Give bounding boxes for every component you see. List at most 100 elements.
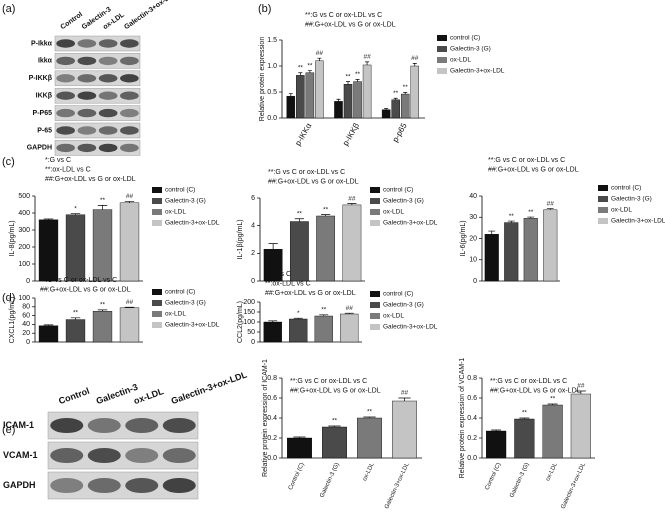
legend-label: Galectin-3+ox-LDL bbox=[383, 324, 438, 331]
blot-band bbox=[125, 447, 159, 464]
blot-band bbox=[98, 74, 118, 83]
legend-swatch bbox=[152, 289, 162, 295]
error-bar bbox=[43, 218, 54, 220]
error-bar bbox=[393, 97, 398, 100]
bar bbox=[92, 311, 113, 343]
y-tick-label: 400 bbox=[18, 210, 30, 217]
error-bar bbox=[398, 397, 411, 401]
error-bar bbox=[355, 79, 360, 82]
error-bar bbox=[412, 63, 417, 66]
bar bbox=[362, 64, 372, 119]
error-bar bbox=[365, 61, 370, 65]
y-tick-label: 100 bbox=[18, 261, 30, 268]
significance-label: ## bbox=[577, 383, 585, 390]
note: **:G vs C or ox-LDL vs C bbox=[490, 378, 567, 385]
legend-swatch bbox=[598, 196, 608, 202]
error-bar bbox=[347, 203, 357, 205]
bar bbox=[286, 95, 296, 119]
legend-swatch bbox=[152, 311, 162, 317]
y-tick-label: 500 bbox=[18, 193, 30, 200]
bar bbox=[296, 75, 305, 119]
blot-band bbox=[77, 91, 97, 100]
blot-band bbox=[125, 417, 159, 434]
note: ##:G+ox-LDL vs G or ox-LDL bbox=[290, 387, 381, 394]
y-tick-label: 200 bbox=[18, 244, 30, 251]
bar bbox=[65, 214, 86, 282]
error-bar bbox=[344, 312, 354, 314]
blot-strip bbox=[54, 70, 141, 87]
legend-swatch bbox=[370, 324, 380, 330]
blot-band bbox=[50, 447, 84, 464]
note: ##:G+ox-LDL vs G or ox-LDL bbox=[45, 176, 136, 183]
blot-band bbox=[162, 447, 196, 464]
y-axis-label: CCL2(pg/mL) bbox=[237, 301, 244, 343]
note: ##:G+ox-LDL vs G or ox-LDL bbox=[265, 290, 356, 297]
y-tick-label: 2 bbox=[251, 250, 255, 257]
blot-band bbox=[77, 39, 97, 48]
y-tick-label: 0.0 bbox=[267, 455, 277, 462]
error-bar bbox=[575, 390, 586, 394]
bar bbox=[504, 222, 519, 282]
legend-swatch bbox=[437, 35, 447, 41]
bar bbox=[263, 321, 282, 343]
blot-band bbox=[87, 477, 121, 494]
error-bar bbox=[70, 213, 81, 215]
bar bbox=[314, 315, 333, 343]
bar bbox=[305, 72, 315, 119]
error-bar bbox=[319, 314, 329, 316]
blot-band bbox=[87, 417, 121, 434]
x-tick-label: p-p65 bbox=[391, 121, 409, 144]
x-tick-label: ox-LDL bbox=[545, 461, 559, 482]
legend-label: control (C) bbox=[383, 291, 413, 298]
legend-swatch bbox=[598, 207, 608, 213]
x-tick-label: Control (C) bbox=[485, 462, 503, 491]
legend-label: ox-LDL bbox=[450, 57, 471, 64]
bar bbox=[119, 307, 140, 343]
bar bbox=[287, 437, 312, 459]
blot-band bbox=[56, 56, 75, 66]
legend-label: Galectin-3+ox-LDL bbox=[611, 218, 665, 225]
blot-row-label: IKKβ bbox=[36, 93, 53, 100]
error-bar bbox=[519, 417, 530, 419]
blot-band bbox=[120, 39, 139, 48]
blot-column-label: Galectin-3+ox-LDL bbox=[123, 0, 178, 31]
bar bbox=[343, 83, 353, 119]
legend-swatch bbox=[370, 220, 380, 226]
y-tick-label: 0.4 bbox=[467, 415, 477, 422]
y-tick-label: 6 bbox=[251, 195, 255, 202]
bar bbox=[92, 209, 113, 282]
y-tick-label: 4 bbox=[251, 223, 255, 230]
y-tick-label: 0.8 bbox=[467, 375, 477, 382]
blot-strip bbox=[54, 105, 141, 121]
y-tick-label: 50 bbox=[247, 329, 255, 336]
significance-label: ** bbox=[73, 310, 79, 317]
significance-label: ** bbox=[332, 418, 338, 425]
blot-band bbox=[98, 126, 118, 135]
y-tick-label: 0.2 bbox=[467, 435, 477, 442]
legend-label: Galectin-3 (G) bbox=[450, 46, 491, 53]
blot-strip bbox=[54, 140, 141, 156]
bar bbox=[542, 404, 563, 459]
y-axis-label: IL-6(pg/mL) bbox=[460, 220, 467, 256]
blot-band bbox=[120, 143, 139, 153]
error-bar bbox=[345, 81, 351, 85]
y-tick-label: 0.4 bbox=[267, 415, 277, 422]
legend-label: Galectin-3 (G) bbox=[383, 302, 424, 309]
blot-band bbox=[98, 143, 118, 153]
y-tick-label: 0.6 bbox=[267, 395, 277, 402]
bar bbox=[514, 418, 535, 459]
blot-band bbox=[120, 126, 139, 135]
blot-row-label: P-IKKβ bbox=[29, 75, 53, 82]
bar bbox=[391, 99, 400, 119]
y-axis-label: IL-8(pg/mL) bbox=[9, 220, 16, 256]
error-bar bbox=[317, 57, 322, 61]
bar bbox=[410, 65, 420, 119]
bar bbox=[322, 426, 347, 459]
significance-label: ** bbox=[522, 410, 528, 417]
y-tick-label: 150 bbox=[243, 309, 255, 316]
error-bar bbox=[268, 243, 278, 250]
bar bbox=[381, 109, 391, 119]
legend-label: ox-LDL bbox=[611, 207, 632, 214]
note: **:ox-LDL vs C bbox=[265, 280, 311, 287]
panel-label: (c) bbox=[2, 156, 15, 168]
